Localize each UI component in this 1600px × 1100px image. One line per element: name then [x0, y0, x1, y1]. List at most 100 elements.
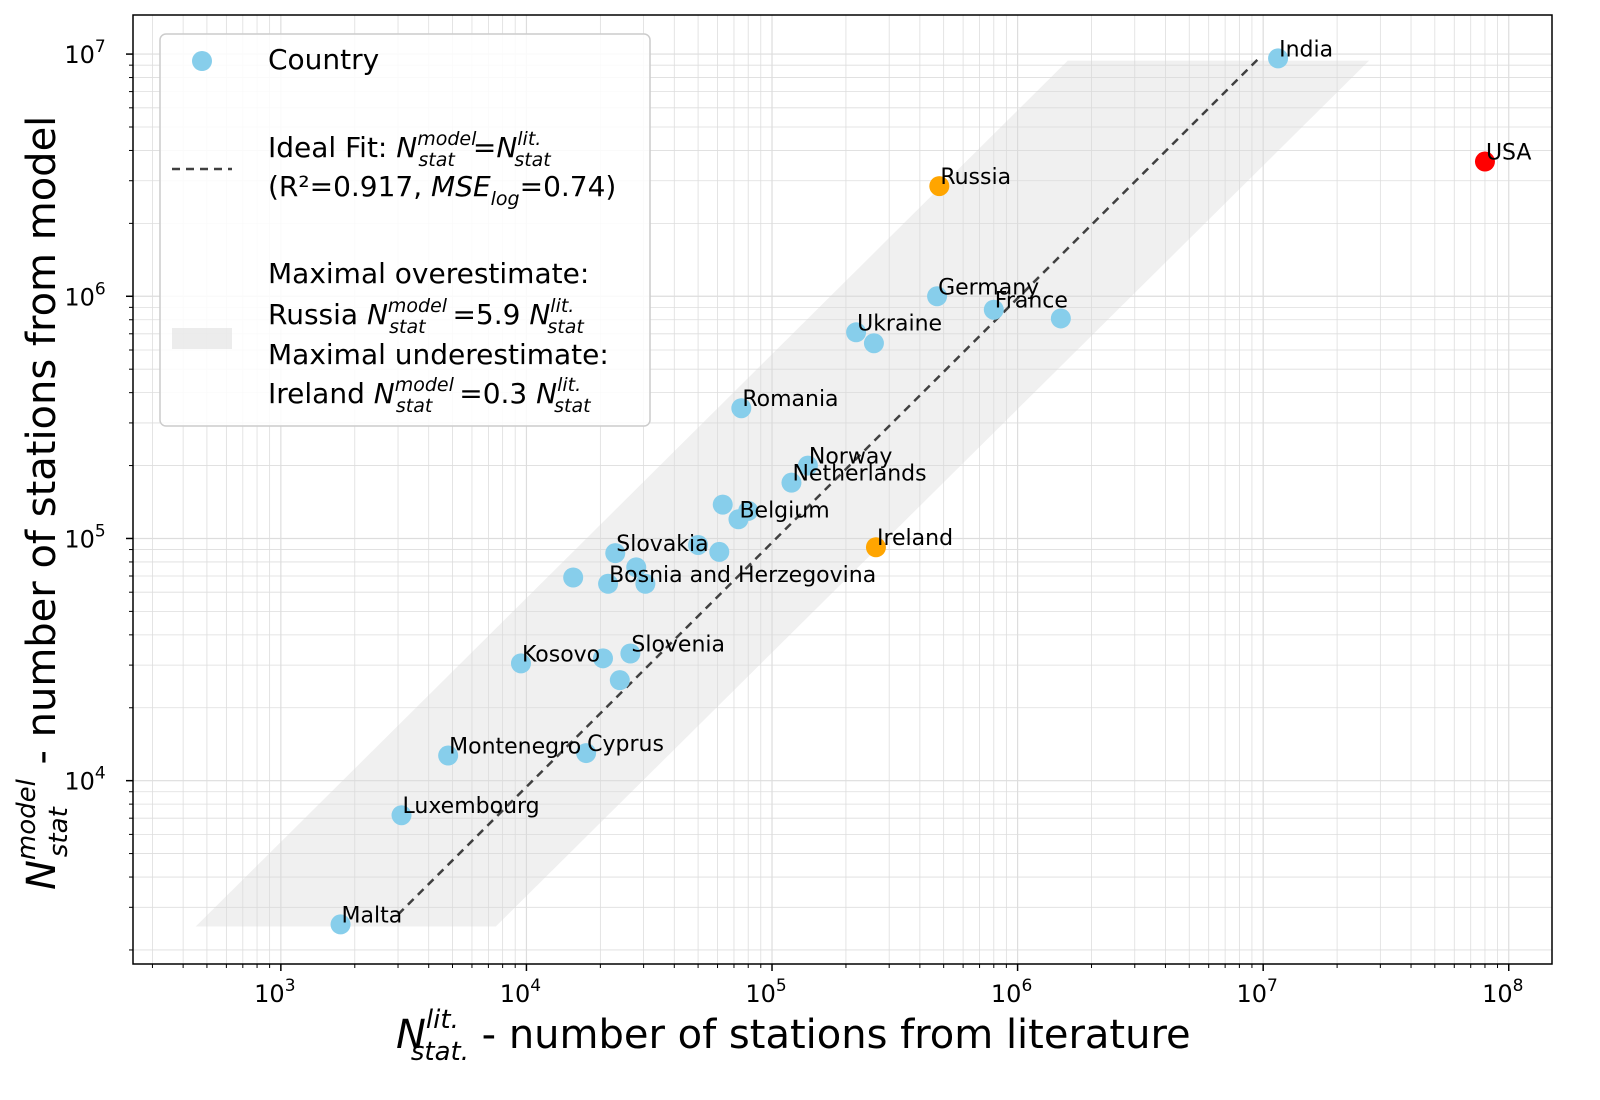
- legend-over-sup2: lit.: [550, 295, 574, 317]
- legend-over-sup1: model: [388, 295, 448, 317]
- point-cyprus: [576, 743, 597, 764]
- y-tick-label: 104: [64, 764, 105, 796]
- point-slovakia: [605, 543, 626, 564]
- x-tick-label: 104: [500, 976, 541, 1008]
- legend-under-n2: N: [536, 377, 557, 410]
- point-label-bosnia-and-herzegovina: Bosnia and Herzegovina: [609, 563, 876, 588]
- point-ireland: [865, 537, 886, 558]
- y-axis-sub: stat: [44, 806, 74, 857]
- point-label-netherlands: Netherlands: [792, 462, 926, 487]
- axis-ticks: 103 104 105 106 107 108 104 105 106 107: [64, 37, 1523, 1008]
- legend-fit-sub1: stat: [418, 149, 456, 171]
- point-russia: [929, 176, 950, 197]
- legend-under-value: =0.3: [450, 377, 536, 410]
- point-label-belgium: Belgium: [739, 498, 829, 523]
- point-label-romania: Romania: [742, 387, 838, 412]
- point-montenegro: [438, 745, 459, 766]
- x-axis-symbol: N: [396, 1012, 426, 1058]
- point-label-india: India: [1279, 37, 1333, 62]
- legend-band-marker: [172, 328, 232, 349]
- point-unlabeled-3: [712, 494, 733, 515]
- x-axis-sup: lit.: [426, 1005, 459, 1035]
- point-label-russia: Russia: [940, 165, 1011, 190]
- legend-over-detail: Russia Nmodel stat =5.9 Nlit. stat: [268, 295, 585, 338]
- x-tick-label: 106: [991, 976, 1032, 1008]
- legend-over-value: =5.9: [444, 298, 530, 331]
- point-unlabeled-5: [688, 534, 709, 555]
- legend-fit-prefix: Ideal Fit:: [268, 131, 396, 164]
- y-tick-label: 107: [64, 37, 105, 69]
- point-unlabeled-9: [635, 573, 656, 594]
- point-luxembourg: [391, 805, 412, 826]
- legend-fit-r2: (R²=0.917,: [268, 170, 431, 203]
- legend-fit-eq: =: [473, 131, 496, 164]
- point-unlabeled-10: [592, 648, 613, 669]
- y-tick-label: 106: [64, 279, 105, 311]
- point-unlabeled-1: [1050, 308, 1071, 329]
- point-romania: [731, 398, 752, 419]
- point-label-slovenia: Slovenia: [631, 633, 725, 658]
- legend-under-sup2: lit.: [557, 374, 581, 396]
- point-netherlands: [781, 472, 802, 493]
- point-kosovo: [510, 653, 531, 674]
- point-belgium: [728, 509, 749, 530]
- ideal-fit-line: [397, 58, 1259, 916]
- legend-fit-mse-val: =0.74): [520, 170, 617, 203]
- legend-fit-stats: (R²=0.917, MSElog=0.74): [268, 170, 616, 210]
- point-label-kosovo: Kosovo: [522, 642, 600, 667]
- legend-box: [159, 33, 651, 427]
- point-label-france: France: [995, 289, 1068, 314]
- point-unlabeled-8: [563, 567, 584, 588]
- point-label-norway: Norway: [809, 445, 892, 470]
- point-unlabeled-2: [863, 333, 884, 354]
- legend-country-label: Country: [268, 43, 379, 76]
- legend-under-sup1: model: [395, 374, 455, 396]
- point-ukraine: [846, 322, 867, 343]
- point-label-montenegro: Montenegro: [449, 735, 581, 760]
- legend-fit-mse-sub: log: [491, 188, 520, 210]
- point-label-slovakia: Slovakia: [616, 532, 708, 557]
- point-malta: [330, 914, 351, 935]
- x-tick-label: 107: [1236, 976, 1277, 1008]
- legend-over-n1: N: [367, 298, 388, 331]
- point-france: [983, 299, 1004, 320]
- y-tick-label: 105: [64, 521, 105, 553]
- legend-under-country: Ireland: [268, 377, 374, 410]
- point-bosnia-and-herzegovina: [598, 573, 619, 594]
- y-axis-symbol: N: [19, 860, 65, 890]
- legend-fit-n2: N: [496, 131, 517, 164]
- point-label-ukraine: Ukraine: [857, 311, 942, 336]
- point-label-malta: Malta: [342, 903, 403, 928]
- legend-country-marker: [192, 51, 212, 71]
- legend-over-sub2: stat: [547, 316, 585, 338]
- point-label-germany: Germany: [938, 275, 1039, 300]
- y-axis-title: Nmodelstat - number of stations from mod…: [12, 116, 74, 890]
- x-tick-label: 105: [745, 976, 786, 1008]
- x-axis-title: Nlit. stat. - number of stations from lit…: [396, 1005, 1191, 1067]
- point-label-ireland: Ireland: [877, 526, 953, 551]
- point-norway: [797, 455, 818, 476]
- point-label-cyprus: Cyprus: [587, 732, 664, 757]
- x-axis-sub: stat.: [411, 1037, 469, 1067]
- legend-under-sub1: stat: [396, 395, 434, 417]
- point-unlabeled-7: [626, 557, 647, 578]
- legend-fit-label: Ideal Fit: Nmodel stat =Nlit. stat: [268, 128, 552, 171]
- legend-fit-sup2: lit.: [517, 128, 541, 150]
- legend-fit-sup1: model: [417, 128, 477, 150]
- y-axis-text: - number of stations from model: [19, 116, 65, 778]
- point-unlabeled-11: [609, 670, 630, 691]
- legend-under-detail: Ireland Nmodel stat =0.3 Nlit. stat: [268, 374, 592, 417]
- legend-fit-mse: MSE: [431, 170, 491, 203]
- plot-frame: [132, 14, 1553, 965]
- legend-under-sub2: stat: [554, 395, 592, 417]
- legend-under-n1: N: [374, 377, 395, 410]
- point-india: [1268, 48, 1289, 69]
- legend-over-n2: N: [529, 298, 550, 331]
- x-tick-label: 108: [1482, 976, 1523, 1008]
- legend-under-title: Maximal underestimate:: [268, 338, 609, 371]
- point-unlabeled-6: [709, 541, 730, 562]
- legend-fit-sub2: stat: [514, 149, 552, 171]
- legend-over-title: Maximal overestimate:: [268, 257, 589, 290]
